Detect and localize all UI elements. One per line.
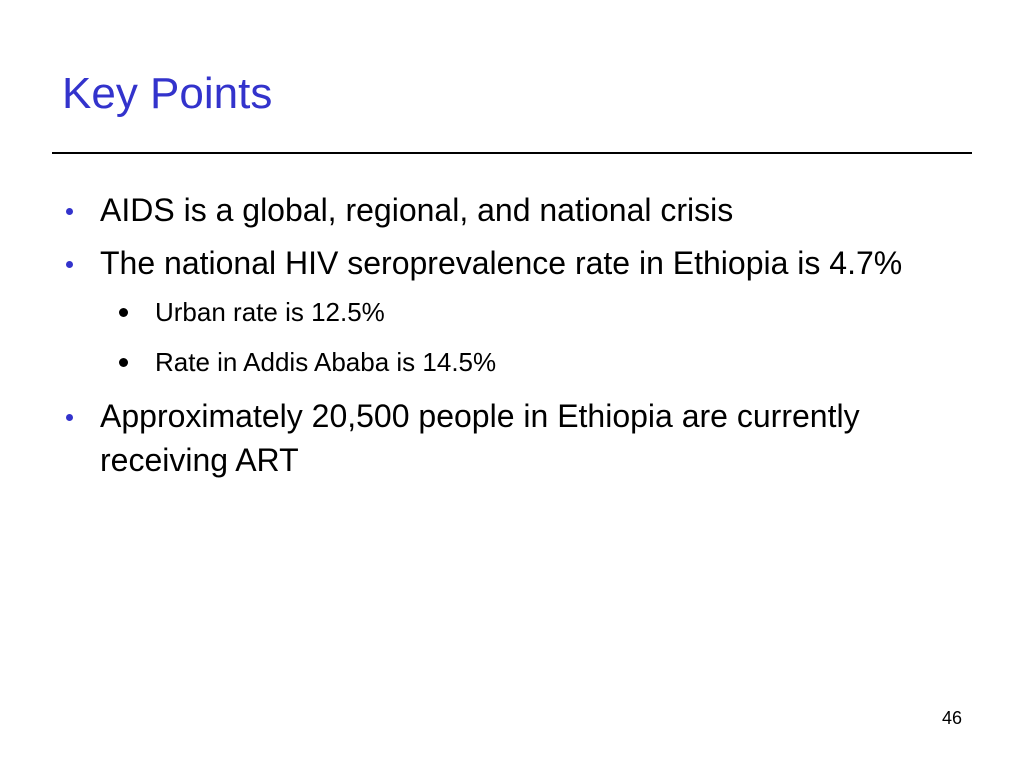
title-divider <box>52 152 972 154</box>
bullet-text: Approximately 20,500 people in Ethiopia … <box>100 398 860 478</box>
sub-bullet-list: Urban rate is 12.5% Rate in Addis Ababa … <box>60 294 980 380</box>
bullet-dot-icon <box>66 261 73 268</box>
sub-bullet-text: Urban rate is 12.5% <box>155 297 385 327</box>
sub-bullet-dot-icon <box>119 358 128 367</box>
sub-bullet-dot-icon <box>119 308 128 317</box>
bullet-item: The national HIV seroprevalence rate in … <box>60 241 980 285</box>
sub-bullet-text: Rate in Addis Ababa is 14.5% <box>155 347 497 377</box>
bullet-item: AIDS is a global, regional, and national… <box>60 188 980 232</box>
bullet-text: AIDS is a global, regional, and national… <box>100 192 734 228</box>
bullet-dot-icon <box>66 208 73 215</box>
sub-bullet-item: Urban rate is 12.5% <box>114 294 980 330</box>
slide-title: Key Points <box>62 69 273 118</box>
bullet-item: Approximately 20,500 people in Ethiopia … <box>60 394 980 482</box>
page-number: 46 <box>941 708 962 728</box>
bullet-list: AIDS is a global, regional, and national… <box>60 188 980 491</box>
bullet-text: The national HIV seroprevalence rate in … <box>100 245 903 281</box>
bullet-dot-icon <box>66 414 73 421</box>
sub-bullet-item: Rate in Addis Ababa is 14.5% <box>114 344 980 380</box>
